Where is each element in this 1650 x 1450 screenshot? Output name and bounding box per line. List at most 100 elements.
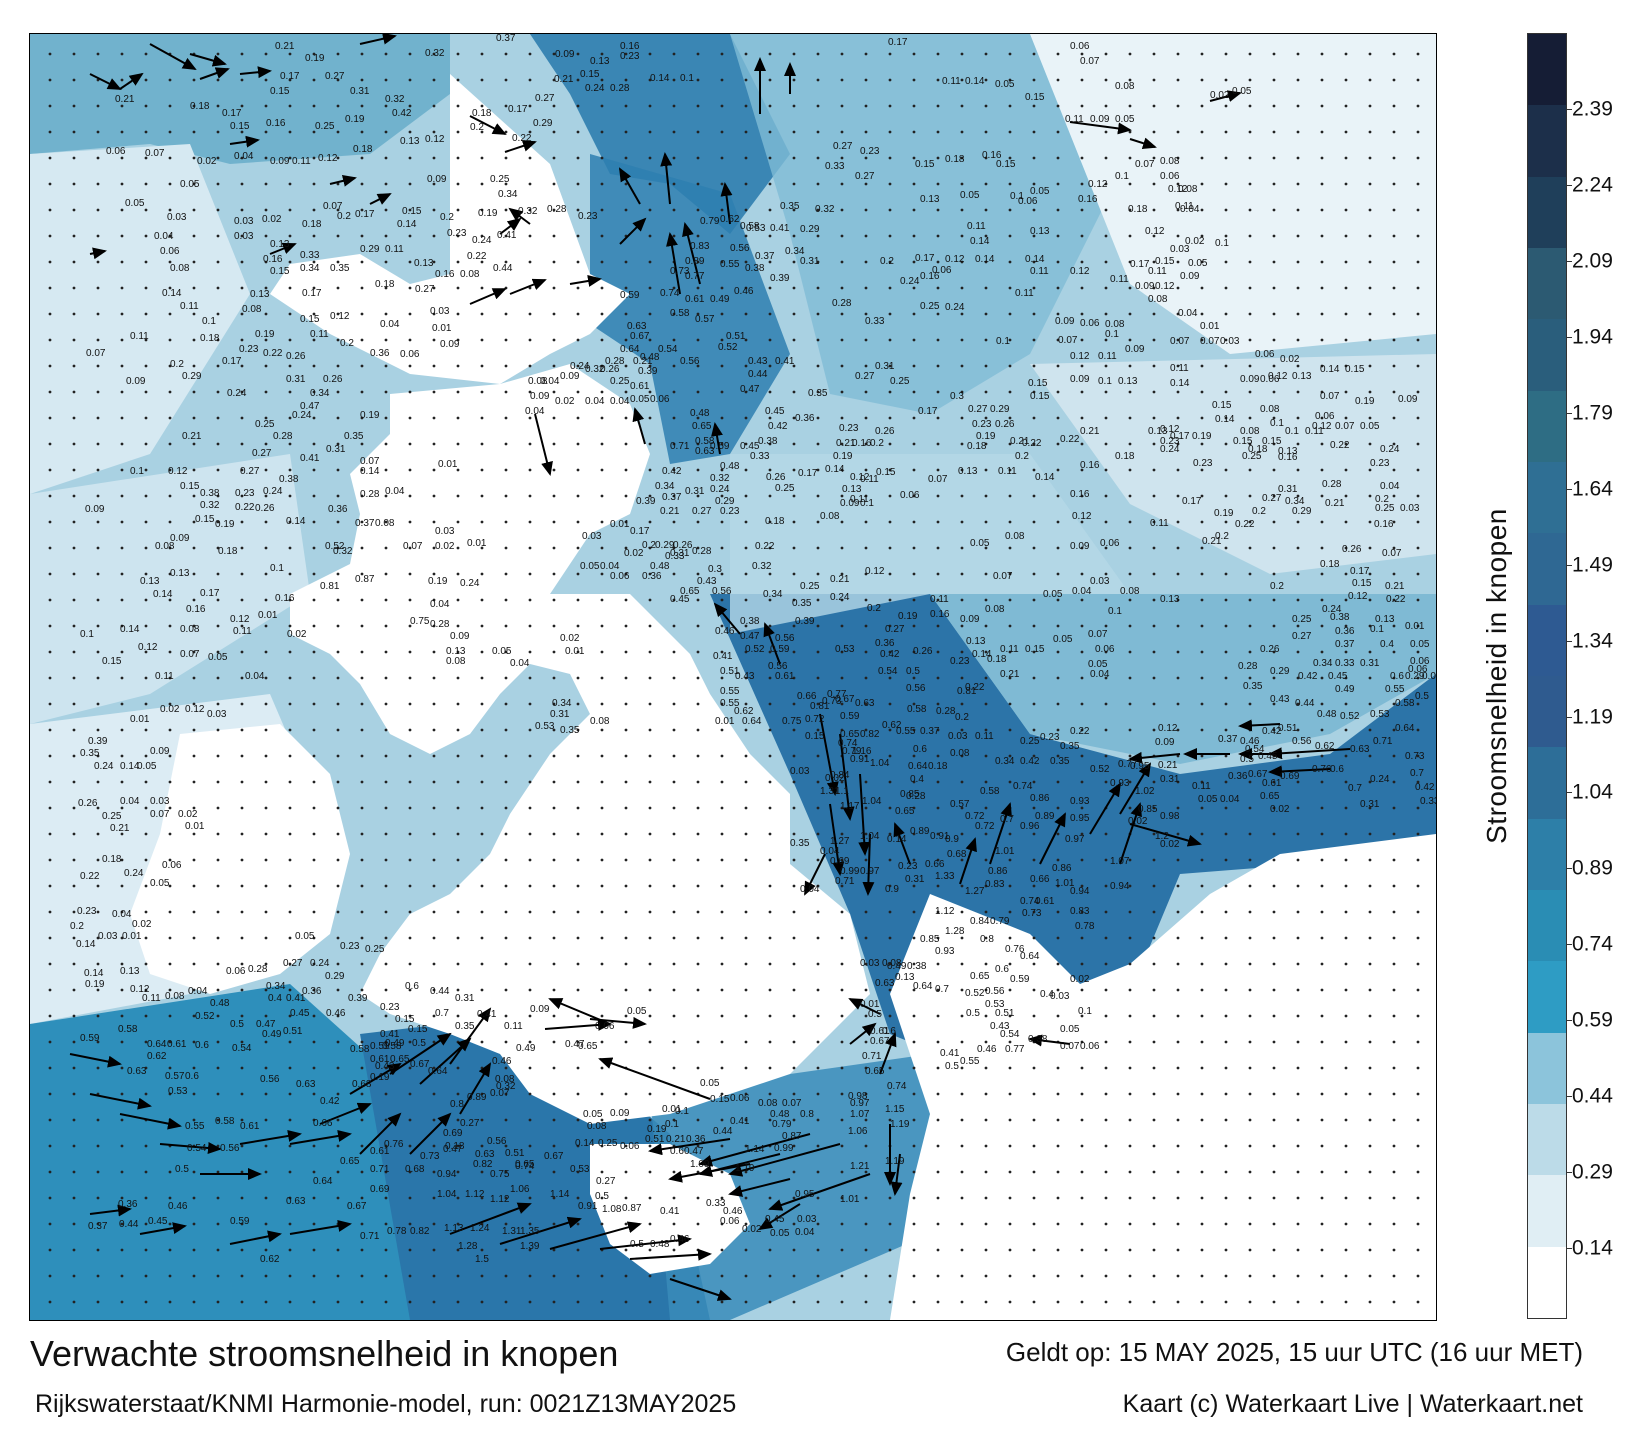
current-arrow xyxy=(849,1022,877,1045)
grid-dot xyxy=(1416,1196,1420,1200)
grid-dot xyxy=(936,884,940,888)
speed-label: 0.39 xyxy=(348,993,368,1004)
grid-dot xyxy=(600,1118,604,1122)
grid-dot xyxy=(912,468,916,472)
speed-label: 0.2 xyxy=(642,540,656,551)
grid-dot xyxy=(120,780,124,784)
speed-label: 0.08 xyxy=(1120,586,1140,597)
speed-label: 0.73 xyxy=(670,266,690,277)
grid-dot xyxy=(360,416,364,420)
speed-label: 0.2 xyxy=(1252,506,1266,517)
grid-dot xyxy=(1320,858,1324,862)
grid-dot xyxy=(648,494,652,498)
grid-dot xyxy=(960,832,964,836)
grid-dot xyxy=(888,676,892,680)
grid-dot xyxy=(384,598,388,602)
grid-dot xyxy=(1248,1092,1252,1096)
grid-dot xyxy=(528,416,532,420)
grid-dot xyxy=(648,832,652,836)
grid-dot xyxy=(336,1196,340,1200)
current-arrow xyxy=(89,1093,152,1110)
map-panel[interactable]: 0.21 0.32 0.37 0.16 0.17 0.06 0.07 0.19 0.17 0.27… xyxy=(29,33,1437,1321)
grid-dot xyxy=(312,884,316,888)
grid-dot xyxy=(912,260,916,264)
speed-label: 0.13 xyxy=(120,966,140,977)
grid-dot xyxy=(696,78,700,82)
current-arrow xyxy=(660,152,673,205)
grid-dot xyxy=(864,286,868,290)
speed-label: 0.74 xyxy=(887,1081,907,1092)
speed-label: 0.23 xyxy=(720,506,740,517)
grid-dot xyxy=(960,858,964,862)
grid-dot xyxy=(216,338,220,342)
grid-dot xyxy=(936,338,940,342)
grid-dot xyxy=(1056,676,1060,680)
speed-label: 0.15 xyxy=(1025,92,1045,103)
speed-label: 0.07 xyxy=(1170,336,1190,347)
colorbar-tick-mark xyxy=(1567,1096,1572,1098)
grid-dot xyxy=(936,754,940,758)
speed-label: 0.09 xyxy=(85,504,105,515)
grid-dot xyxy=(336,1170,340,1174)
current-arrow xyxy=(668,1163,751,1183)
grid-dot xyxy=(240,1222,244,1226)
grid-dot xyxy=(624,312,628,316)
grid-dot xyxy=(192,1014,196,1018)
speed-label: 0.04 xyxy=(188,986,208,997)
grid-dot xyxy=(624,598,628,602)
speed-label: 1.14 xyxy=(745,1144,765,1155)
speed-label: 0.32 xyxy=(710,473,730,484)
grid-dot xyxy=(120,260,124,264)
speed-label: 0.96 xyxy=(1020,821,1040,832)
grid-dot xyxy=(144,676,148,680)
grid-dot xyxy=(840,286,844,290)
speed-label: 0.28 xyxy=(360,489,380,500)
grid-dot xyxy=(192,520,196,524)
current-map[interactable]: 0.210.320.370.16 0.17 0.060.070.190.17 0.27… xyxy=(30,34,1436,1320)
grid-dot xyxy=(552,1300,556,1304)
grid-dot xyxy=(1008,702,1012,706)
grid-dot xyxy=(696,416,700,420)
grid-dot xyxy=(864,312,868,316)
speed-label: 0.03 xyxy=(948,731,968,742)
speed-label: 0.23 xyxy=(77,906,97,917)
grid-dot xyxy=(48,468,52,472)
grid-dot xyxy=(1416,832,1420,836)
speed-label: 0.26 xyxy=(673,540,693,551)
speed-label: 0.35 xyxy=(1243,681,1263,692)
speed-label: 0.25 xyxy=(1020,736,1040,747)
grid-dot xyxy=(888,130,892,134)
speed-label: 0.42 xyxy=(662,466,682,477)
grid-dot xyxy=(48,806,52,810)
grid-dot xyxy=(1128,676,1132,680)
speed-label: 0.43 xyxy=(375,1061,395,1072)
grid-dot xyxy=(408,858,412,862)
grid-dot xyxy=(1224,910,1228,914)
grid-dot xyxy=(864,78,868,82)
grid-dot xyxy=(216,1222,220,1226)
speed-label: 0.16 xyxy=(1070,489,1090,500)
grid-dot xyxy=(1104,130,1108,134)
grid-dot xyxy=(840,832,844,836)
grid-dot xyxy=(480,546,484,550)
grid-dot xyxy=(888,104,892,108)
grid-dot xyxy=(720,650,724,654)
grid-dot xyxy=(312,988,316,992)
grid-dot xyxy=(744,520,748,524)
grid-dot xyxy=(48,234,52,238)
speed-label: 0.6 xyxy=(185,1071,199,1082)
colorbar-tick-mark xyxy=(1567,412,1572,414)
grid-dot xyxy=(1248,260,1252,264)
grid-dot xyxy=(480,884,484,888)
grid-dot xyxy=(96,156,100,160)
speed-label: 0.07 xyxy=(86,348,106,359)
grid-dot xyxy=(672,182,676,186)
grid-dot xyxy=(1296,546,1300,550)
grid-dot xyxy=(1224,1144,1228,1148)
speed-label: 0.54 xyxy=(232,1043,252,1054)
grid-dot xyxy=(888,468,892,472)
speed-label: 0.06 xyxy=(610,571,630,582)
grid-dot xyxy=(1056,1092,1060,1096)
grid-dot xyxy=(240,1170,244,1174)
speed-label: 0.69 xyxy=(370,1184,390,1195)
